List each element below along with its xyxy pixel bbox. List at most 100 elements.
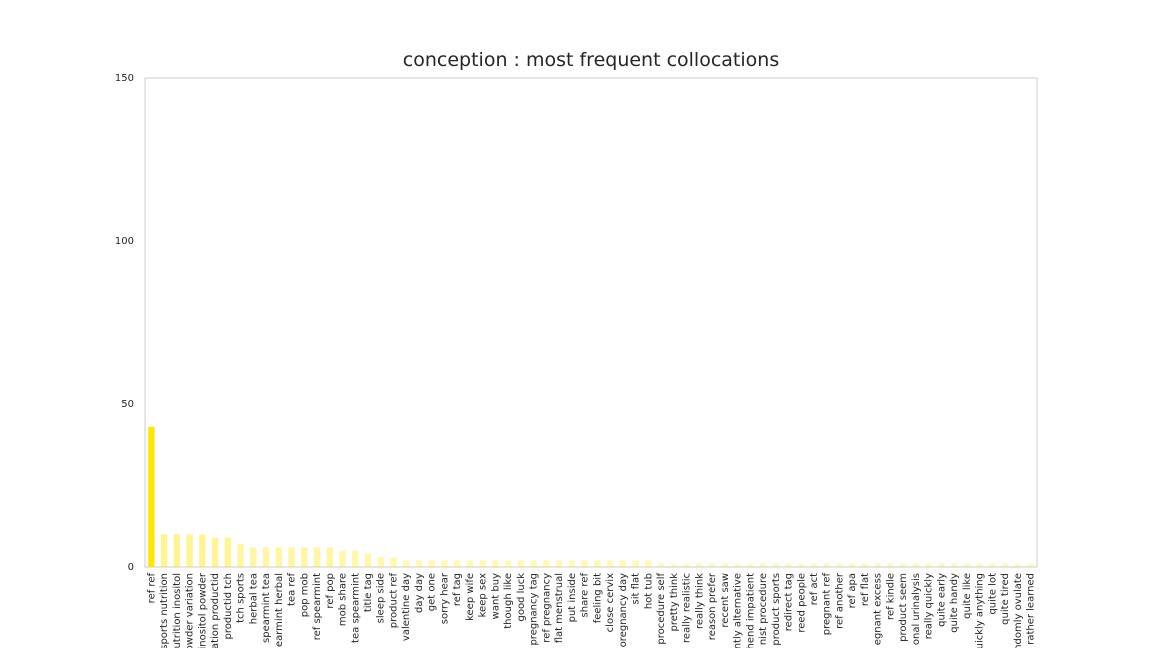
bar (696, 563, 703, 567)
x-tick-label: pregnant ref (822, 573, 833, 636)
x-tick-label: quite handy (949, 573, 960, 633)
x-tick-label: want buy (490, 573, 501, 619)
x-tick-label: pretty think (669, 573, 680, 632)
x-tick-label: rather learned (1026, 573, 1037, 645)
bar (466, 560, 474, 567)
bar (1027, 563, 1034, 567)
y-tick-label: 50 (121, 399, 134, 410)
x-tick-label: egnant excess (873, 573, 884, 645)
bar (568, 560, 576, 567)
bar (912, 563, 920, 567)
x-tick-label: tea ref (287, 573, 298, 606)
x-tick-label: really think (694, 573, 705, 629)
bar (224, 537, 232, 567)
x-tick-label: good luck (516, 573, 527, 622)
bar (606, 560, 614, 567)
bar (619, 560, 627, 567)
x-tick-label: ation productid (210, 573, 221, 648)
bar (861, 563, 869, 567)
x-tick-label: quite like (962, 573, 973, 619)
bar (950, 563, 958, 567)
x-tick-label: mob share (338, 573, 349, 626)
bar (173, 534, 181, 567)
x-tick-label: sleep side (376, 573, 387, 623)
x-tick-label: flat menstrual (554, 573, 565, 643)
x-tick-label: get one (427, 573, 438, 611)
bar (747, 563, 754, 567)
x-tick-label: tea spearmint (350, 573, 361, 643)
bar (721, 563, 728, 567)
bar (504, 560, 512, 567)
bar (403, 560, 410, 567)
bar (148, 426, 155, 567)
bar (708, 563, 716, 567)
x-tick-label: put inside (567, 573, 578, 622)
bar (938, 563, 945, 567)
bar (976, 563, 983, 567)
x-tick-label: recent saw (720, 573, 731, 628)
bar (479, 560, 486, 567)
bar (377, 557, 384, 567)
x-tick-label: day day (414, 573, 425, 613)
bar (900, 563, 907, 567)
x-tick-label: valentine day (401, 573, 412, 641)
x-tick-label: hot tub (643, 573, 654, 609)
bar (657, 563, 665, 567)
bar (517, 560, 525, 567)
x-tick-label: product sports (771, 573, 782, 646)
bar (798, 563, 805, 567)
x-tick-label: ref act (809, 573, 820, 605)
x-tick-label: pregnancy tag (529, 573, 540, 646)
x-tick-label: ref flat (860, 573, 871, 606)
bar (262, 547, 270, 567)
bar (963, 563, 971, 567)
bar (874, 563, 881, 567)
bar (186, 534, 193, 567)
x-tick-label: onal urinalysis (911, 573, 922, 645)
bar (530, 560, 537, 567)
x-tick-label: product ref (388, 573, 399, 629)
bar (428, 560, 435, 567)
bar (1014, 563, 1022, 567)
x-tick-label: utrition inositol (172, 573, 183, 648)
bar (441, 560, 448, 567)
bar (785, 563, 792, 567)
bar (492, 560, 499, 567)
x-tick-label: feeling bit (592, 573, 603, 623)
bar (160, 534, 168, 567)
x-tick-label: though like (503, 573, 514, 629)
x-tick-label: productid tch (223, 573, 234, 640)
x-tick-label: procedure self (656, 573, 667, 645)
bar (543, 560, 550, 567)
x-tick-label: product seem (898, 573, 909, 642)
x-tick-label: earmint herbal (274, 573, 285, 647)
bar (810, 563, 818, 567)
x-tick-label: ref apa (847, 573, 858, 608)
x-tick-label: pop mob (299, 573, 310, 617)
bar (237, 544, 244, 567)
x-tick-label: reed people (796, 573, 807, 633)
bar (632, 560, 639, 567)
bar (645, 560, 652, 567)
x-tick-label: sorry hear (439, 572, 450, 624)
x-tick-label: ref pop (325, 573, 336, 609)
bar (364, 553, 372, 567)
x-tick-label: really realistic (682, 573, 693, 643)
y-tick-label: 0 (128, 562, 134, 573)
x-tick-label: ref ref (146, 573, 157, 604)
bar (288, 547, 295, 567)
y-tick-label: 100 (115, 236, 134, 247)
bar (670, 563, 678, 567)
chart-title: conception : most frequent collocations (403, 49, 779, 71)
x-tick-label: quite early (936, 573, 947, 627)
y-tick-label: 150 (115, 73, 134, 84)
x-tick-label: ref another (834, 572, 845, 629)
bar (849, 563, 856, 567)
x-tick-label: ndomly ovulate (1013, 573, 1024, 648)
bar (925, 563, 932, 567)
x-tick-label: ref pregnancy (541, 573, 552, 643)
x-tick-label: redirect tag (784, 573, 795, 631)
x-tick-label: quite lot (987, 573, 998, 615)
x-tick-label: ref kindle (885, 573, 896, 620)
bar (989, 563, 996, 567)
